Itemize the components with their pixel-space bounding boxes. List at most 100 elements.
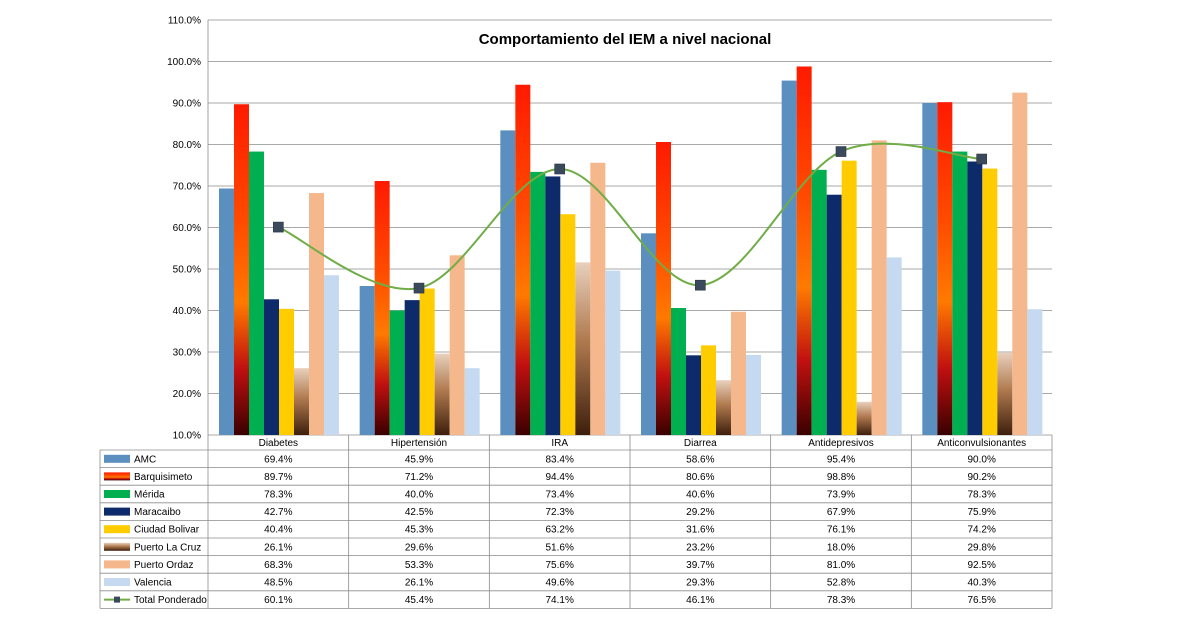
- table-cell-puerto-ordaz-ira: 75.6%: [545, 560, 573, 571]
- y-tick-label: 100.0%: [167, 57, 201, 68]
- table-cell-ciudad-bolivar-anticonvulsionantes: 74.2%: [967, 525, 995, 536]
- table-cell-ciudad-bolivar-ira: 63.2%: [545, 525, 573, 536]
- marker-total-ponderado-diabetes: [273, 221, 284, 233]
- table-cell-ciudad-bolivar-antidepresivos: 76.1%: [827, 525, 855, 536]
- table-cell-merida-diabetes: 78.3%: [264, 490, 292, 501]
- legend-key-valencia: [104, 578, 130, 586]
- legend-key-marker: [114, 596, 120, 603]
- marker-total-ponderado-antidepresivos: [835, 146, 847, 157]
- bar-maracaibo-hipertension: [404, 300, 420, 435]
- bar-puerto-la-cruz-diabetes: [294, 368, 309, 435]
- table-cell-barquisimeto-hipertension: 71.2%: [405, 472, 433, 483]
- table-cell-maracaibo-diabetes: 42.7%: [264, 507, 292, 518]
- table-cell-puerto-ordaz-diabetes: 68.3%: [264, 560, 292, 571]
- bar-ciudad-bolivar-anticonvulsionantes: [982, 168, 998, 435]
- data-table: Diabetes Hipertensión IRA Diarrea Antidepres…: [99, 435, 1053, 609]
- table-cell-puerto-la-cruz-ira: 51.6%: [545, 542, 573, 553]
- table-cell-valencia-anticonvulsionantes: 40.3%: [967, 578, 995, 589]
- table-cell-merida-antidepresivos: 73.9%: [827, 490, 855, 501]
- table-cell-puerto-la-cruz-diabetes: 26.1%: [264, 542, 292, 553]
- bar-amc-diabetes: [219, 188, 234, 435]
- table-cell-barquisimeto-anticonvulsionantes: 90.2%: [967, 472, 995, 483]
- bar-merida-diabetes: [249, 151, 264, 435]
- bar-valencia-diarrea: [746, 354, 761, 435]
- table-cell-amc-antidepresivos: 95.4%: [827, 454, 855, 465]
- table-cell-amc-ira: 83.4%: [545, 454, 573, 465]
- bar-maracaibo-diarrea: [686, 355, 701, 435]
- bar-barquisimeto-antidepresivos: [796, 66, 812, 435]
- legend-label-barquisimeto: Barquisimeto: [134, 472, 193, 483]
- table-cell-maracaibo-ira: 72.3%: [545, 507, 573, 518]
- x-tick-label-diarrea: Diarrea: [684, 438, 717, 449]
- legend-label-maracaibo: Maracaibo: [134, 507, 181, 518]
- table-cell-merida-anticonvulsionantes: 78.3%: [967, 490, 995, 501]
- y-tick-label: 90.0%: [173, 99, 201, 110]
- legend-key-barquisimeto: [104, 472, 130, 481]
- table-cell-puerto-ordaz-antidepresivos: 81.0%: [827, 560, 855, 571]
- bar-barquisimeto-diabetes: [234, 104, 249, 436]
- marker-total-ponderado-ira: [554, 163, 565, 175]
- marker-total-ponderado-anticonvulsionantes: [976, 153, 987, 165]
- legend-label-total-ponderado: Total Ponderado: [134, 595, 207, 606]
- bar-merida-diarrea: [671, 308, 686, 435]
- y-tick-label: 20.0%: [173, 389, 201, 400]
- legend-key-puerto-la-cruz: [104, 542, 130, 551]
- bar-maracaibo-diabetes: [264, 299, 279, 435]
- bar-puerto-ordaz-antidepresivos: [871, 140, 887, 435]
- table-cell-total-ponderado-ira: 74.1%: [545, 595, 573, 606]
- bar-merida-antidepresivos: [811, 169, 827, 435]
- y-axis-tick-labels: 10.0% 20.0% 30.0% 40.0% 50.0% 60.0% 70.0% 80.0%…: [167, 16, 201, 442]
- x-tick-label-antidepresivos: Antidepresivos: [808, 438, 874, 449]
- line-total-ponderado: [277, 142, 982, 291]
- legend-label-valencia: Valencia: [134, 578, 172, 589]
- table-cell-puerto-la-cruz-hipertension: 29.6%: [405, 542, 433, 553]
- table-cell-ciudad-bolivar-diarrea: 31.6%: [686, 525, 714, 536]
- x-tick-label-anticonvulsionantes: Anticonvulsionantes: [937, 438, 1026, 449]
- bar-puerto-la-cruz-anticonvulsionantes: [997, 352, 1013, 435]
- legend-label-merida: Mérida: [134, 490, 165, 501]
- marker-total-ponderado-hipertension: [413, 282, 425, 294]
- table-cell-total-ponderado-hipertension: 45.4%: [405, 595, 433, 606]
- table-cell-maracaibo-antidepresivos: 67.9%: [827, 507, 855, 518]
- bar-maracaibo-antidepresivos: [826, 194, 842, 435]
- table-cell-amc-anticonvulsionantes: 90.0%: [967, 454, 995, 465]
- bar-puerto-ordaz-diabetes: [309, 193, 324, 435]
- table-cell-barquisimeto-ira: 94.4%: [545, 472, 573, 483]
- table-cell-total-ponderado-antidepresivos: 78.3%: [827, 595, 855, 606]
- bar-merida-hipertension: [389, 310, 405, 435]
- bar-barquisimeto-diarrea: [656, 142, 671, 435]
- legend-label-puerto-ordaz: Puerto Ordaz: [134, 560, 193, 571]
- x-tick-label-hipertension: Hipertensión: [391, 438, 447, 449]
- bar-ciudad-bolivar-ira: [560, 214, 576, 435]
- y-tick-label: 60.0%: [173, 223, 201, 234]
- table-cell-barquisimeto-antidepresivos: 98.8%: [827, 472, 855, 483]
- legend-key-maracaibo: [104, 507, 130, 516]
- bar-valencia-ira: [605, 270, 621, 435]
- bar-puerto-ordaz-hipertension: [449, 255, 465, 435]
- table-cell-ciudad-bolivar-hipertension: 45.3%: [405, 525, 433, 536]
- bar-barquisimeto-ira: [515, 84, 531, 436]
- legend-key-ciudad-bolivar: [104, 525, 130, 534]
- bar-ciudad-bolivar-diarrea: [701, 345, 716, 435]
- bar-puerto-ordaz-ira: [590, 162, 606, 435]
- table-cell-merida-diarrea: 40.6%: [686, 490, 714, 501]
- table-cell-valencia-ira: 49.6%: [545, 578, 573, 589]
- x-tick-label-ira: IRA: [551, 438, 568, 449]
- table-cell-barquisimeto-diabetes: 89.7%: [264, 472, 292, 483]
- table-cell-merida-hipertension: 40.0%: [405, 490, 433, 501]
- table-cell-total-ponderado-diarrea: 46.1%: [686, 595, 714, 606]
- legend-label-puerto-la-cruz: Puerto La Cruz: [134, 542, 201, 553]
- x-tick-label-diabetes: Diabetes: [259, 438, 298, 449]
- marker-total-ponderado-diarrea: [695, 279, 706, 291]
- legend-key-puerto-ordaz: [104, 560, 130, 569]
- bar-amc-diarrea: [641, 233, 656, 435]
- table-cell-maracaibo-anticonvulsionantes: 75.9%: [967, 507, 995, 518]
- legend-label-ciudad-bolivar: Ciudad Bolivar: [134, 525, 200, 536]
- table-cell-puerto-la-cruz-anticonvulsionantes: 29.8%: [967, 542, 995, 553]
- bar-ciudad-bolivar-hipertension: [419, 288, 435, 435]
- table-cell-puerto-la-cruz-diarrea: 23.2%: [686, 542, 714, 553]
- table-cell-puerto-ordaz-anticonvulsionantes: 92.5%: [967, 560, 995, 571]
- table-cell-maracaibo-diarrea: 29.2%: [686, 507, 714, 518]
- bar-merida-ira: [530, 171, 546, 435]
